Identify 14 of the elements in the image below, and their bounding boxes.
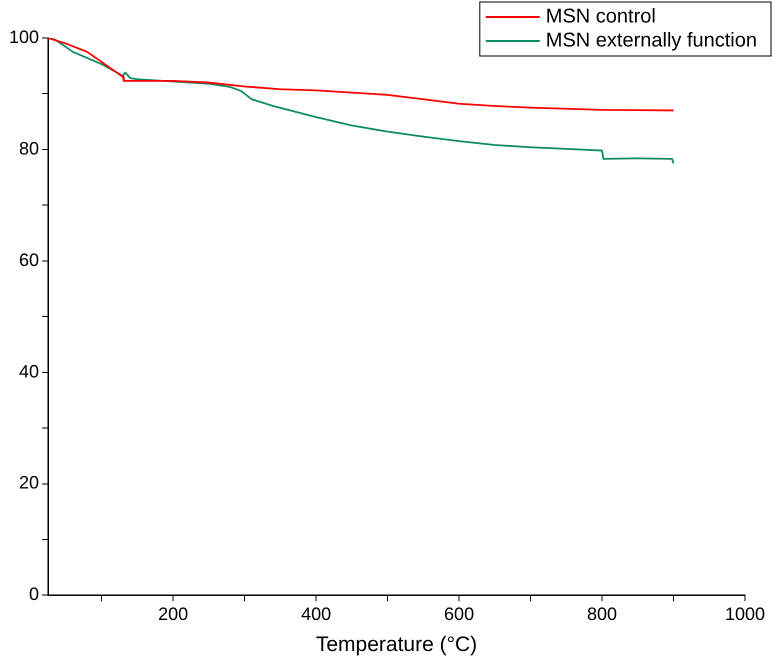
y-tick-label: 40	[19, 361, 40, 382]
y-tick-label: 100	[8, 26, 40, 47]
x-tick-label: 800	[587, 604, 618, 624]
x-tick-label: 600	[444, 604, 474, 624]
y-tick-label: 0	[29, 584, 40, 604]
legend-label: MSN externally function	[546, 30, 757, 52]
y-tick-label: 20	[19, 472, 40, 493]
x-tick-label: 200	[158, 604, 188, 624]
x-axis-title: Temperature (°C)	[316, 633, 478, 656]
x-tick-label: 1000	[724, 604, 766, 624]
x-tick-label: 400	[301, 604, 332, 624]
y-tick-label: 60	[19, 250, 40, 270]
y-tick-label: 80	[19, 138, 40, 158]
legend-label: MSN control	[546, 6, 656, 28]
